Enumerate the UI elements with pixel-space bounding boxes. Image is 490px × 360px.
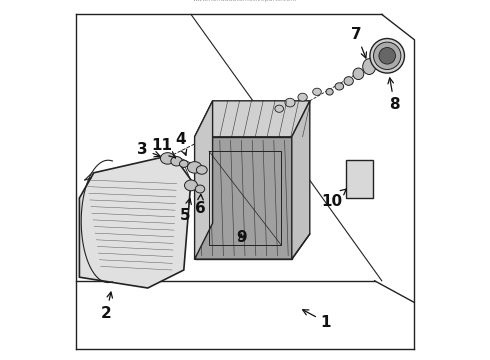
Text: 2: 2: [101, 292, 113, 321]
Ellipse shape: [298, 93, 307, 101]
Ellipse shape: [275, 105, 284, 112]
Text: 9: 9: [236, 230, 246, 245]
Text: 8: 8: [388, 78, 400, 112]
Text: 3: 3: [137, 142, 160, 157]
Ellipse shape: [196, 166, 207, 174]
Circle shape: [370, 39, 404, 73]
Text: 1: 1: [303, 310, 331, 330]
Circle shape: [373, 42, 401, 69]
Ellipse shape: [326, 89, 333, 95]
Text: 5: 5: [180, 198, 191, 224]
Ellipse shape: [363, 59, 376, 75]
Ellipse shape: [196, 185, 205, 193]
FancyBboxPatch shape: [346, 160, 373, 198]
Polygon shape: [195, 137, 292, 259]
Text: 4: 4: [175, 132, 187, 155]
Ellipse shape: [179, 160, 188, 167]
Circle shape: [379, 48, 395, 64]
Ellipse shape: [160, 153, 175, 164]
Text: 10: 10: [321, 189, 346, 209]
Ellipse shape: [187, 162, 202, 173]
Text: www.hondaautomotiveparts.com: www.hondaautomotiveparts.com: [193, 0, 297, 2]
Text: 6: 6: [195, 194, 205, 216]
Polygon shape: [79, 155, 191, 288]
Text: 11: 11: [151, 138, 175, 158]
Polygon shape: [195, 101, 310, 137]
Ellipse shape: [353, 68, 364, 80]
Polygon shape: [195, 101, 213, 259]
Text: 7: 7: [351, 27, 367, 58]
Polygon shape: [292, 101, 310, 259]
Ellipse shape: [285, 98, 295, 107]
Ellipse shape: [185, 180, 197, 191]
Ellipse shape: [171, 157, 182, 166]
Ellipse shape: [335, 83, 343, 90]
Ellipse shape: [344, 77, 353, 85]
Ellipse shape: [313, 88, 321, 95]
